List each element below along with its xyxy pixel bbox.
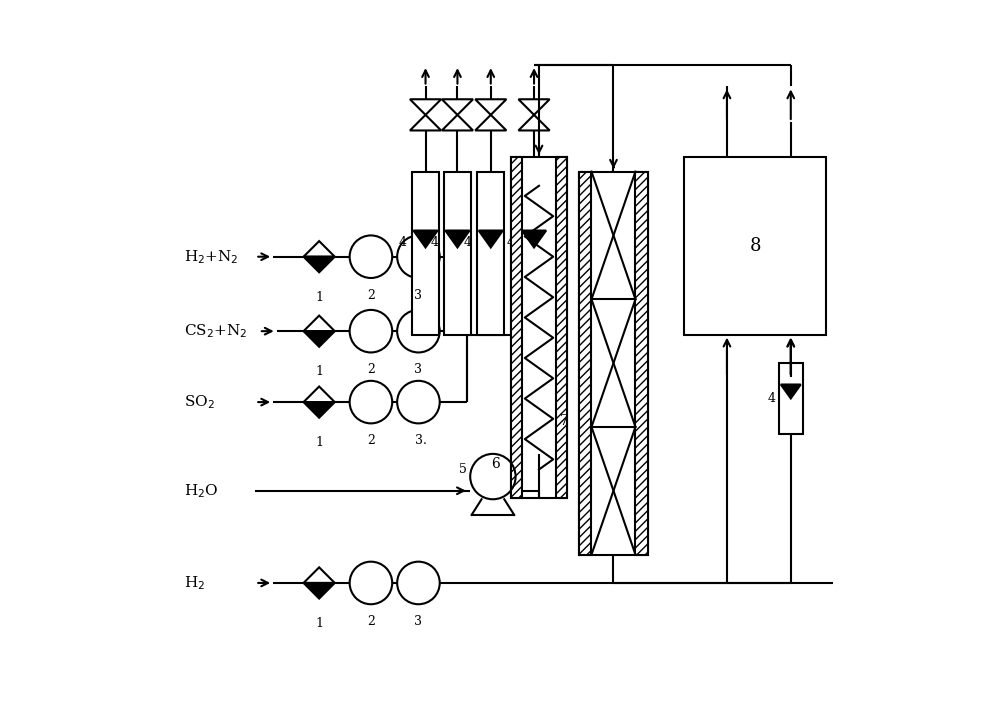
Text: 1: 1: [315, 290, 323, 304]
Text: 4: 4: [430, 236, 438, 249]
Bar: [444, 172, 471, 335]
Bar: [684, 157, 826, 335]
Polygon shape: [445, 231, 470, 247]
Polygon shape: [413, 231, 438, 247]
Text: 8: 8: [750, 237, 761, 255]
Text: 4: 4: [767, 392, 775, 405]
Bar: [511, 157, 567, 498]
Polygon shape: [304, 257, 335, 272]
Polygon shape: [304, 402, 335, 418]
Text: 1: 1: [315, 617, 323, 630]
Text: 1: 1: [315, 436, 323, 449]
Text: SO$_2$: SO$_2$: [184, 393, 215, 411]
Text: 4: 4: [398, 236, 406, 249]
Text: 3: 3: [414, 363, 422, 376]
Bar: [521, 172, 548, 335]
Text: 5: 5: [459, 464, 467, 476]
Text: 2: 2: [367, 434, 375, 447]
Text: 2: 2: [367, 363, 375, 376]
Text: CS$_2$+N$_2$: CS$_2$+N$_2$: [184, 323, 248, 340]
Bar: [635, 172, 648, 555]
Text: 4: 4: [464, 236, 472, 249]
Bar: [412, 172, 439, 335]
Bar: [556, 157, 567, 498]
Text: 3.: 3.: [415, 434, 427, 447]
Text: 7: 7: [560, 414, 569, 427]
Text: 4: 4: [507, 236, 515, 249]
Bar: [511, 157, 522, 498]
Bar: [779, 363, 803, 434]
Text: 1: 1: [315, 365, 323, 378]
Polygon shape: [304, 583, 335, 599]
Text: 6: 6: [491, 457, 500, 471]
Text: H$_2$: H$_2$: [184, 574, 206, 592]
Text: H$_2$O: H$_2$O: [184, 482, 219, 500]
Bar: [477, 172, 504, 335]
Polygon shape: [479, 231, 503, 247]
Bar: [579, 172, 648, 555]
Polygon shape: [522, 231, 546, 247]
Text: 2: 2: [367, 615, 375, 628]
Text: 2: 2: [367, 288, 375, 302]
Bar: [579, 172, 591, 555]
Polygon shape: [304, 331, 335, 347]
Polygon shape: [781, 384, 801, 399]
Text: 3: 3: [414, 288, 422, 302]
Text: 3: 3: [414, 615, 422, 628]
Text: H$_2$+N$_2$: H$_2$+N$_2$: [184, 248, 239, 266]
